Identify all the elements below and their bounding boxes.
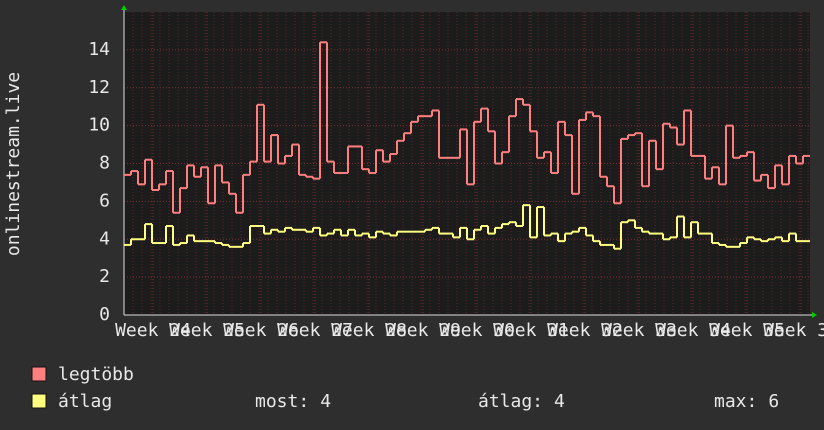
- y-tick-label: 4: [99, 228, 110, 249]
- x-tick-label: Week 31: [493, 320, 569, 341]
- x-tick-label: Week 28: [331, 320, 407, 341]
- y-tick-label: 10: [88, 115, 110, 136]
- stat-label: most:: [255, 391, 309, 412]
- x-tick-label: Week 30: [439, 320, 515, 341]
- y-tick-label: 0: [99, 304, 110, 325]
- stat-value: 4: [320, 391, 331, 412]
- stat-value: 4: [554, 391, 565, 412]
- axis-arrow: [121, 5, 127, 10]
- x-tick-label: Week 33: [601, 320, 677, 341]
- x-tick-label: Week 26: [223, 320, 299, 341]
- y-tick-label: 2: [99, 266, 110, 287]
- legend-swatch: [31, 366, 47, 382]
- y-tick-label: 12: [88, 77, 110, 98]
- y-tick-label: 8: [99, 153, 110, 174]
- y-tick-label: 6: [99, 190, 110, 211]
- axis-arrow: [812, 312, 817, 318]
- x-tick-label: Week 24: [115, 320, 191, 341]
- x-tick-label: Week 36: [763, 320, 824, 341]
- x-tick-label: Week 29: [385, 320, 461, 341]
- x-tick-label: Week 32: [547, 320, 623, 341]
- stat-value: 6: [768, 391, 779, 412]
- x-tick-label: Week 34: [655, 320, 731, 341]
- legend-swatch: [31, 393, 47, 409]
- y-axis-label: onlinestream.live: [3, 72, 24, 256]
- x-tick-label: Week 25: [169, 320, 245, 341]
- stat-label: max:: [714, 391, 757, 412]
- legend-label: átlag: [58, 391, 112, 412]
- legend-label: legtöbb: [58, 364, 134, 385]
- x-tick-label: Week 27: [277, 320, 353, 341]
- x-tick-label: Week 35: [709, 320, 785, 341]
- stat-label: átlag:: [478, 391, 543, 412]
- y-tick-label: 14: [88, 39, 110, 60]
